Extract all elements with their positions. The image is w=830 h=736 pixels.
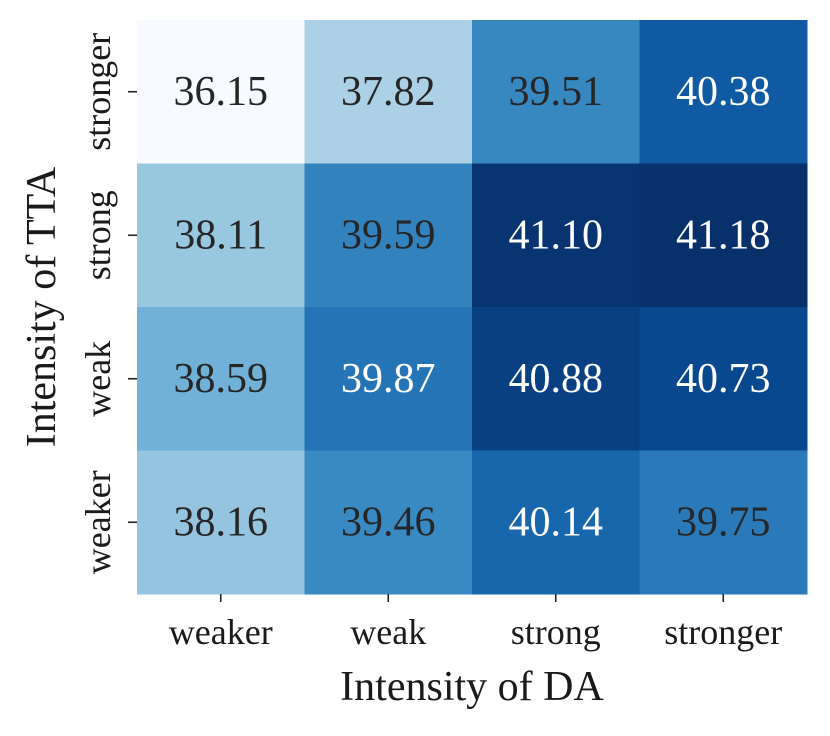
y-axis-title: Intensity of TTA: [19, 166, 65, 447]
x-tick-label-strong: strong: [511, 612, 601, 652]
heatmap-cell-r3-c1: [304, 450, 473, 595]
heatmap-cell-r2-c1: [304, 307, 473, 451]
y-tick-label-weaker: weaker: [78, 470, 118, 574]
cell-value-label-r3-c1: 39.46: [341, 499, 436, 545]
cell-value-label-r1-c1: 39.59: [341, 212, 436, 258]
cell-value-label-r2-c2: 40.88: [509, 356, 604, 402]
cell-value-label-r0-c2: 39.51: [509, 69, 604, 115]
cell-value-label-r2-c3: 40.73: [676, 356, 771, 402]
heatmap-cell-r0-c3: [639, 20, 808, 164]
heatmap-cell-r1-c3: [639, 163, 808, 308]
heatmap-cell-r3-c0: [137, 450, 305, 595]
cell-value-label-r3-c0: 38.16: [174, 499, 269, 545]
heatmap-cell-r2-c3: [639, 307, 808, 451]
cell-value-label-r0-c1: 37.82: [341, 69, 436, 115]
heatmap-cell-r1-c0: [137, 163, 305, 308]
heatmap-cell-r2-c0: [137, 307, 305, 451]
heatmap-cell-r3-c3: [639, 450, 808, 595]
cell-value-label-r3-c2: 40.14: [509, 499, 604, 545]
heatmap-cell-r0-c0: [137, 20, 305, 164]
y-tick-label-stronger: stronger: [78, 33, 118, 151]
cell-value-label-r0-c3: 40.38: [676, 69, 771, 115]
x-tick-label-weaker: weaker: [169, 612, 273, 652]
heatmap-cell-r1-c2: [472, 163, 640, 308]
y-tick-label-strong: strong: [78, 190, 118, 280]
heatmap-cell-r0-c1: [304, 20, 473, 164]
x-axis-title: Intensity of DA: [340, 664, 604, 710]
heatmap-cell-r2-c2: [472, 307, 640, 451]
cell-value-label-r1-c3: 41.18: [676, 212, 771, 258]
heatmap-cell-r0-c2: [472, 20, 640, 164]
cell-value-label-r2-c0: 38.59: [174, 356, 269, 402]
heatmap-cells: [137, 20, 808, 595]
cell-value-label-r2-c1: 39.87: [341, 356, 436, 402]
x-tick-label-stronger: stronger: [664, 612, 782, 652]
heatmap-cell-r1-c1: [304, 163, 473, 308]
heatmap-cell-r3-c2: [472, 450, 640, 595]
x-tick-label-weak: weak: [350, 612, 426, 652]
cell-value-label-r0-c0: 36.15: [174, 69, 269, 115]
y-tick-label-weak: weak: [78, 341, 118, 417]
cell-value-label-r3-c3: 39.75: [676, 499, 771, 545]
cell-value-label-r1-c0: 38.11: [174, 212, 267, 258]
heatmap-value-labels: 36.15 37.82 39.51 40.38 38.11 39.59 41.10 41.18…: [174, 69, 771, 546]
cell-value-label-r1-c2: 41.10: [509, 212, 604, 258]
axis-ticks: weaker weak strong stronger stronger strong we…: [78, 33, 782, 652]
